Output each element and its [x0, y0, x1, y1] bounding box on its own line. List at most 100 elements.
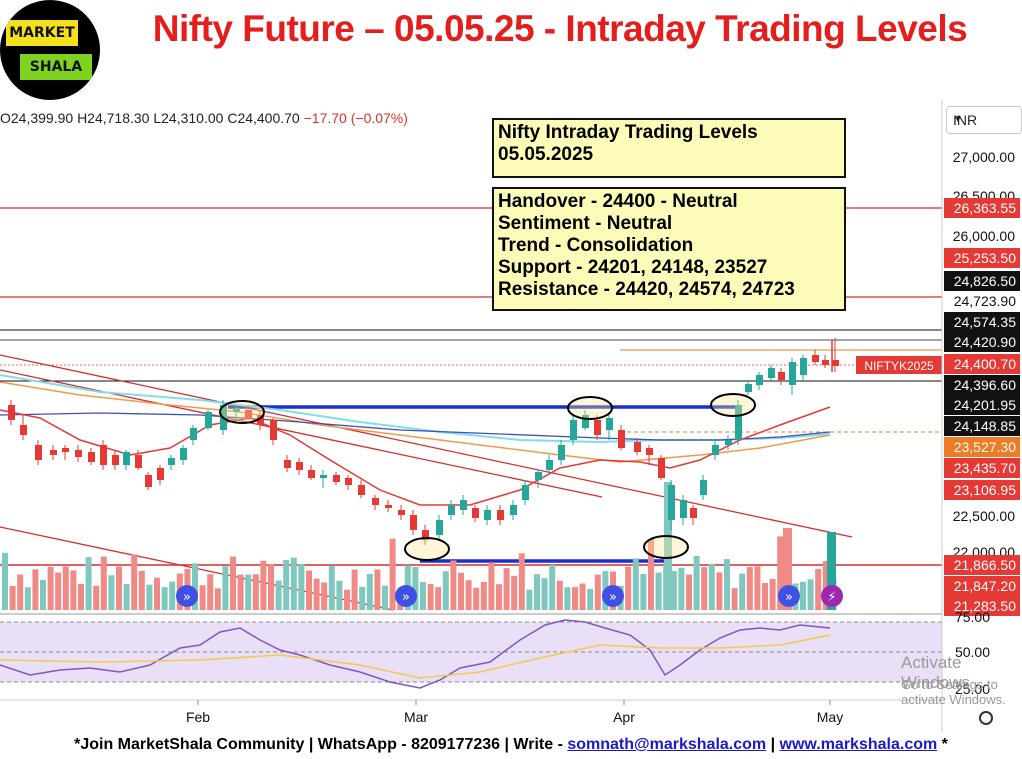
volume-bar [450, 560, 457, 610]
candle-body [20, 425, 27, 435]
volume-bar [518, 553, 525, 610]
candle-body [333, 475, 340, 482]
volume-bar [549, 564, 556, 610]
price-label-bg [944, 437, 1020, 457]
candle-body [345, 478, 352, 485]
volume-bar [473, 587, 480, 610]
volume-bar [207, 574, 214, 610]
candle-body [145, 475, 152, 487]
price-label: 24,723.90 [954, 293, 1016, 309]
volume-bar [2, 552, 8, 610]
volume-bar [24, 587, 31, 610]
candle-body [735, 405, 742, 440]
candle-body [62, 448, 69, 452]
event-icon-glyph: » [183, 590, 191, 605]
volume-bar [9, 585, 16, 610]
info-box-levels: Handover - 24400 - Neutral Sentiment - N… [492, 187, 846, 311]
volume-bar [541, 578, 548, 610]
currency-label: INR [953, 112, 978, 128]
volume-bar [260, 560, 267, 610]
volume-bar [670, 570, 677, 610]
volume-bar [40, 580, 46, 610]
rsi-tick-label: 50.00 [955, 644, 990, 660]
volume-bar [154, 577, 160, 610]
volume-bar [625, 566, 632, 610]
volume-bar [62, 566, 69, 610]
event-icon-glyph: » [402, 590, 410, 605]
info-handover: Handover - 24400 - Neutral [498, 191, 738, 212]
event-icon [602, 585, 624, 607]
candle-body [634, 442, 641, 452]
ma-red [0, 406, 831, 506]
annotations: » » » » ⚡ NIFTYK2025 [176, 356, 942, 607]
footer-prefix: *Join MarketShala Community | WhatsApp -… [74, 736, 568, 753]
candle-body [546, 460, 553, 470]
volume-bar [724, 559, 730, 610]
candle-body [112, 455, 119, 465]
volume-bar [822, 560, 829, 610]
highlight-ellipse [710, 393, 756, 417]
volume-bar [496, 584, 502, 610]
event-icon [176, 585, 198, 607]
volume-bar [283, 559, 290, 610]
candle-body [190, 428, 197, 440]
candle-body [472, 508, 479, 518]
watermark-line1: Activate Windows [901, 653, 970, 692]
price-label: 23,435.70 [954, 460, 1016, 476]
price-label: 24,826.50 [954, 273, 1016, 289]
event-icon-glyph: » [609, 590, 617, 605]
candle-body [822, 360, 829, 365]
footer-site-link[interactable]: www.markshala.com [779, 736, 938, 753]
volume-bar [488, 562, 495, 610]
price-label-bg [944, 416, 1020, 436]
price-label: 21,283.50 [954, 598, 1016, 614]
ohlc-open: O24,399.90 [0, 110, 74, 126]
volume-bar [564, 587, 571, 610]
candle-body [460, 500, 467, 510]
footer-sep: | [766, 736, 780, 753]
volume-bar [32, 569, 39, 610]
volume-bar [534, 574, 540, 610]
volume-bar [648, 538, 654, 610]
candle-body [398, 510, 405, 515]
volume-bar [693, 555, 700, 610]
candle-body [436, 520, 443, 535]
candle-body [168, 458, 175, 465]
candle-body [680, 500, 687, 518]
price-label-bg [944, 480, 1020, 500]
price-chart[interactable]: »»»» ⚡NIFTYK2025 27,000.0026,500.0026,000… [0, 100, 1022, 732]
candle-body [180, 448, 187, 460]
ohlc-low: L24,310.00 [153, 110, 224, 126]
volume-bar [245, 574, 252, 610]
currency-select[interactable]: INR ▼ [946, 106, 1022, 134]
trend-line [0, 369, 603, 498]
volume-bar [290, 557, 297, 610]
ohlc-high: H24,718.30 [77, 110, 150, 126]
candle-body [646, 448, 653, 455]
volume-bar [511, 575, 518, 610]
volume-bar [230, 556, 236, 610]
candle-body [8, 405, 15, 420]
lightning-icon-glyph: ⚡ [827, 590, 836, 605]
volume-bar [572, 587, 578, 610]
candle-body [205, 412, 212, 428]
volume-bar [138, 570, 145, 610]
volume-bar [214, 588, 221, 610]
price-label-bg [944, 375, 1020, 395]
volume-bar [739, 573, 746, 610]
volume-bar [169, 581, 176, 610]
price-label-bg [944, 198, 1020, 218]
price-label: 25,253.50 [954, 250, 1016, 266]
candle-body [422, 530, 429, 540]
volume-bar [640, 573, 647, 610]
footer-email-link[interactable]: somnath@markshala.com [567, 736, 767, 753]
volume-bar [146, 584, 153, 610]
info-box-title-line1: Nifty Intraday Trading Levels [498, 122, 758, 143]
lightning-icon [821, 585, 843, 607]
marketshala-logo: MARKET SHALA [0, 0, 100, 100]
price-label: 24,400.70 [954, 356, 1016, 372]
candle-body [358, 485, 365, 495]
x-tick-label: Feb [186, 709, 210, 725]
volume-bar [389, 538, 396, 610]
volume-bar [100, 556, 107, 610]
